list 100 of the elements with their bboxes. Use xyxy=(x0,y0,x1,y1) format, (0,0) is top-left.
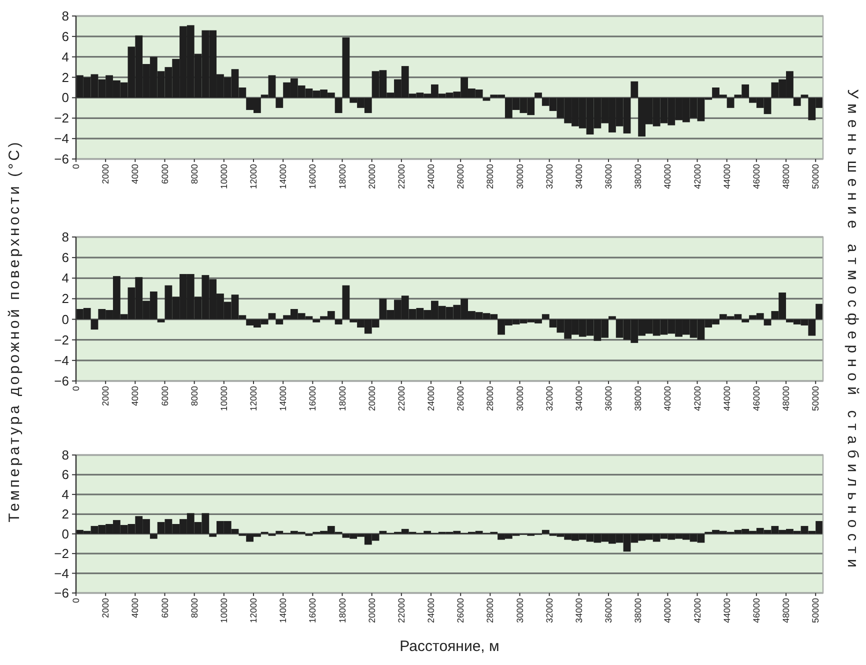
x-tick-label: 4000 xyxy=(130,164,140,184)
x-tick-label: 34000 xyxy=(574,164,584,190)
x-tick-label: 6000 xyxy=(160,386,170,406)
bar xyxy=(608,316,616,320)
y-tick-label: −4 xyxy=(54,352,69,368)
x-tick-label: 18000 xyxy=(337,598,348,624)
bar xyxy=(793,98,801,106)
y-tick-label: −2 xyxy=(54,332,69,348)
bar xyxy=(542,530,550,534)
x-tick-label: 14000 xyxy=(278,386,288,412)
x-tick-label: 20000 xyxy=(366,598,377,624)
x-tick-label: 44000 xyxy=(722,598,732,624)
x-tick-label: 48000 xyxy=(781,598,792,624)
x-tick-label: 8000 xyxy=(189,164,200,184)
bar xyxy=(764,319,772,326)
text: Уменьшение атмосферной стабильности xyxy=(844,89,862,573)
bar xyxy=(342,37,350,98)
y-tick-label: 0 xyxy=(62,90,69,106)
x-tick-label: 2000 xyxy=(100,386,111,406)
bar xyxy=(542,314,550,320)
x-tick-label: 50000 xyxy=(810,386,821,412)
x-tick-label: 16000 xyxy=(308,164,318,190)
y-tick-label: 2 xyxy=(62,291,69,306)
x-tick-label: 40000 xyxy=(662,164,673,190)
y-tick-label: 4 xyxy=(62,486,69,502)
y-tick-label: 0 xyxy=(62,526,69,542)
y-tick-label: −6 xyxy=(54,152,69,166)
x-tick-label: 38000 xyxy=(633,164,644,190)
bar xyxy=(334,98,342,114)
x-tick-label: 30000 xyxy=(514,386,525,412)
x-tick-label: 34000 xyxy=(574,386,584,412)
y-tick-label: 8 xyxy=(62,448,69,462)
x-tick-label: 4000 xyxy=(130,598,140,618)
x-tick-label: 30000 xyxy=(514,164,525,190)
y-tick-label: −2 xyxy=(54,110,69,126)
x-tick-label: 12000 xyxy=(248,164,259,190)
x-tick-label: 8000 xyxy=(189,386,200,406)
x-tick-label: 16000 xyxy=(308,386,318,412)
x-tick-label: 50000 xyxy=(810,598,821,624)
x-tick-label: 12000 xyxy=(248,598,259,624)
x-tick-label: 40000 xyxy=(662,386,673,412)
x-tick-label: 26000 xyxy=(456,598,466,624)
bar xyxy=(209,534,217,537)
x-tick-label: 42000 xyxy=(692,164,702,190)
x-tick-label: 8000 xyxy=(189,598,200,618)
x-tick-label: 32000 xyxy=(544,386,554,412)
bar xyxy=(150,534,158,539)
y-tick-label: 6 xyxy=(62,250,69,266)
x-tick-label: 4000 xyxy=(130,386,140,406)
y-tick-label: 6 xyxy=(62,28,69,44)
x-tick-label: 2000 xyxy=(100,164,111,184)
x-tick-label: 30000 xyxy=(514,598,525,624)
x-tick-label: 18000 xyxy=(337,386,348,412)
x-tick-label: 24000 xyxy=(426,164,436,190)
x-tick-label: 46000 xyxy=(751,598,762,624)
x-tick-label: 44000 xyxy=(722,386,732,412)
x-tick-label: 36000 xyxy=(604,164,614,190)
bar xyxy=(482,98,490,101)
x-tick-label: 46000 xyxy=(751,386,762,412)
bar xyxy=(342,285,350,320)
x-tick-label: 40000 xyxy=(662,598,673,624)
x-tick-label: 42000 xyxy=(692,598,702,624)
y-tick-label: 2 xyxy=(62,506,69,522)
x-tick-label: 10000 xyxy=(218,164,229,190)
bar xyxy=(334,319,342,324)
x-tick-label: 22000 xyxy=(396,386,406,412)
x-tick-label: 38000 xyxy=(633,386,644,412)
x-tick-label: 6000 xyxy=(160,598,170,618)
y-tick-label: −4 xyxy=(54,566,69,581)
x-tick-label: 20000 xyxy=(366,386,377,412)
y-tick-label: −6 xyxy=(54,374,69,388)
x-tick-label: 18000 xyxy=(337,164,348,190)
x-tick-label: 10000 xyxy=(218,386,229,412)
bar xyxy=(726,98,734,108)
x-tick-label: 26000 xyxy=(456,164,466,190)
x-tick-label: 16000 xyxy=(308,598,318,624)
y-tick-label: −2 xyxy=(54,546,69,562)
x-tick-label: 22000 xyxy=(396,598,406,624)
bar xyxy=(630,81,638,98)
x-tick-label: 26000 xyxy=(456,386,466,412)
bar xyxy=(816,304,823,320)
x-tick-label: 6000 xyxy=(160,164,170,184)
x-tick-label: 12000 xyxy=(248,386,259,412)
bar xyxy=(276,319,284,324)
y-tick-label: 4 xyxy=(62,270,69,286)
x-tick-label: 14000 xyxy=(278,164,288,190)
x-tick-label: 14000 xyxy=(278,598,288,624)
bar xyxy=(312,319,320,322)
x-tick-label: 0 xyxy=(71,386,81,392)
x-tick-label: 48000 xyxy=(781,164,792,190)
x-tick-label: 34000 xyxy=(574,598,584,624)
x-tick-label: 48000 xyxy=(781,386,792,412)
bar xyxy=(742,319,750,322)
x-tick-label: 38000 xyxy=(633,598,644,624)
bar xyxy=(90,319,98,330)
bar xyxy=(534,92,542,98)
x-tick-label: 28000 xyxy=(485,598,496,624)
x-tick-label: 28000 xyxy=(485,164,496,190)
x-tick-label: 2000 xyxy=(100,598,111,618)
x-tick-label: 10000 xyxy=(218,598,229,624)
